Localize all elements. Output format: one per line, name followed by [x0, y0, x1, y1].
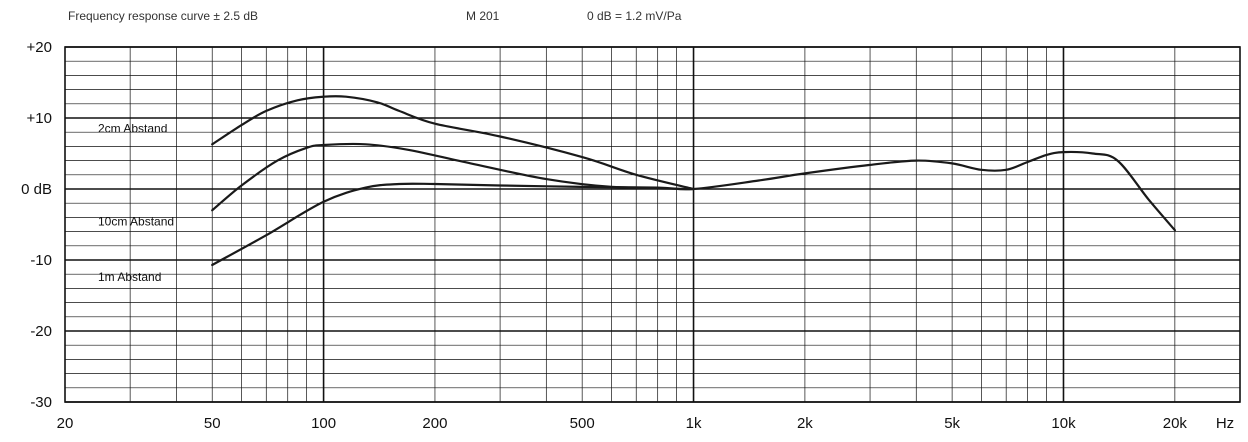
y-tick-label: +10: [27, 110, 52, 127]
y-tick-label: -20: [30, 323, 52, 340]
response-curve-1: [211, 95, 695, 191]
grid: [64, 46, 1241, 403]
response-curve-3: [211, 150, 1176, 267]
x-tick-label: 20: [57, 415, 74, 432]
curve-label: 2cm Abstand: [98, 121, 167, 135]
x-tick-label: 2k: [797, 415, 813, 432]
curve-label: 10cm Abstand: [98, 214, 174, 228]
x-tick-label: 200: [422, 415, 447, 432]
y-tick-label: +20: [27, 39, 52, 56]
x-tick-label: 100: [311, 415, 336, 432]
curve-label: 1m Abstand: [98, 270, 161, 284]
sensitivity-reference: 0 dB = 1.2 mV/Pa: [587, 9, 682, 23]
curves: [211, 95, 1176, 267]
x-tick-label: 10k: [1051, 415, 1076, 432]
x-tick-label: 1k: [686, 415, 702, 432]
curve-labels: 2cm Abstand 10cm Abstand 1m Abstand: [98, 121, 174, 284]
axis-labels: +20 +10 0 dB -10 -20 -30 20 50 100 200 500 1k 2k 5k 10…: [21, 39, 1234, 432]
x-tick-label: 50: [204, 415, 221, 432]
x-unit-label: Hz: [1216, 415, 1234, 432]
chart-title: Frequency response curve ± 2.5 dB: [68, 9, 259, 23]
x-tick-label: 500: [570, 415, 595, 432]
y-tick-label: 0 dB: [21, 181, 52, 198]
model-label: M 201: [466, 9, 500, 23]
x-tick-label: 20k: [1163, 415, 1188, 432]
x-tick-label: 5k: [944, 415, 960, 432]
response-curve-2: [211, 142, 695, 212]
plot-frame: [64, 46, 1241, 403]
y-tick-label: -10: [30, 252, 52, 269]
y-tick-label: -30: [30, 394, 52, 411]
